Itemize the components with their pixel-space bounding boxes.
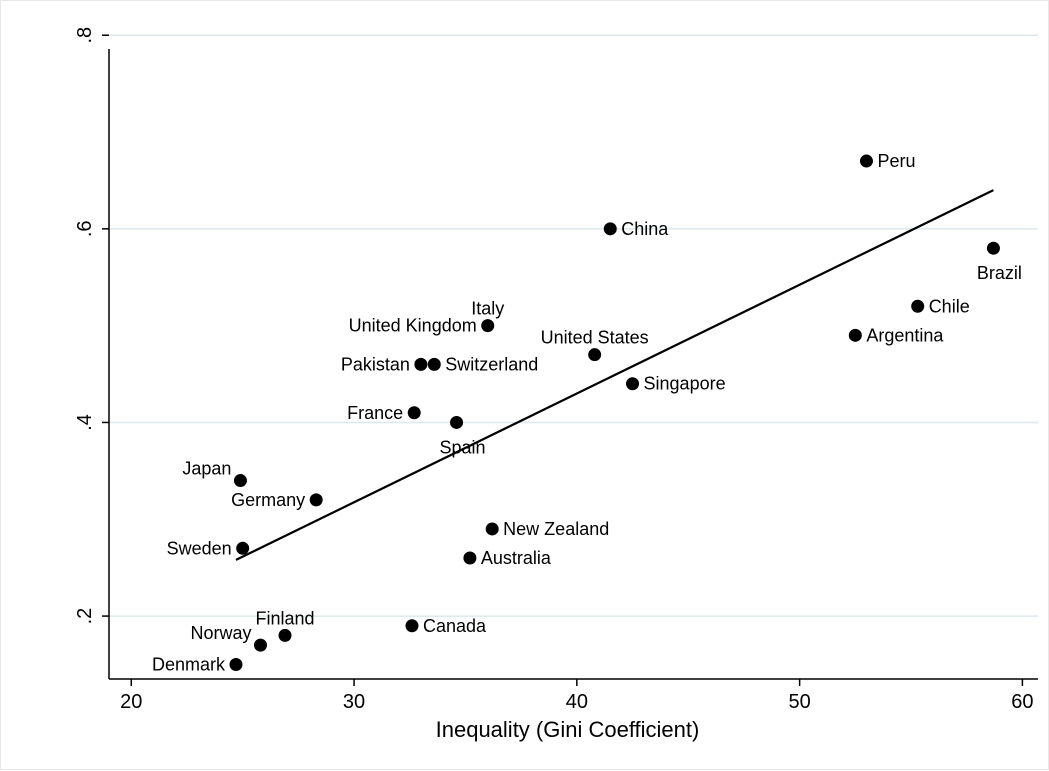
point-label: France xyxy=(347,403,403,423)
data-point xyxy=(987,242,1000,255)
data-point xyxy=(911,300,924,313)
point-label: Norway xyxy=(190,623,251,643)
x-tick-label: 30 xyxy=(343,691,365,713)
point-label: United States xyxy=(541,328,649,348)
point-label: Singapore xyxy=(644,374,726,394)
data-point xyxy=(849,329,862,342)
point-label: Germany xyxy=(231,490,305,510)
point-label: Canada xyxy=(423,616,487,636)
data-point xyxy=(486,522,499,535)
point-label: Switzerland xyxy=(445,354,538,374)
y-tick-label: .8 xyxy=(74,27,96,44)
point-label: United Kingdom xyxy=(349,316,477,336)
point-label: Chile xyxy=(929,296,970,316)
x-axis-title: Inequality (Gini Coefficient) xyxy=(436,717,700,742)
x-tick-label: 40 xyxy=(566,691,588,713)
data-point xyxy=(254,639,267,652)
point-label: Denmark xyxy=(152,654,226,674)
point-label: Peru xyxy=(877,151,915,171)
data-point xyxy=(588,348,601,361)
data-point xyxy=(405,619,418,632)
data-point xyxy=(278,629,291,642)
data-point xyxy=(481,319,494,332)
fit-line xyxy=(236,190,993,560)
point-label: Finland xyxy=(255,608,314,628)
data-point xyxy=(414,358,427,371)
data-point xyxy=(860,155,873,168)
data-point xyxy=(428,358,441,371)
data-point xyxy=(408,406,421,419)
point-label: Australia xyxy=(481,548,552,568)
data-point xyxy=(229,658,242,671)
y-tick-label: .2 xyxy=(74,608,96,625)
data-point xyxy=(450,416,463,429)
point-label: Pakistan xyxy=(341,354,410,374)
point-label: Argentina xyxy=(866,325,944,345)
x-tick-label: 60 xyxy=(1011,691,1033,713)
point-label: Brazil xyxy=(977,263,1022,283)
data-point xyxy=(234,474,247,487)
point-label: Spain xyxy=(440,437,486,457)
point-label: Sweden xyxy=(167,538,232,558)
x-tick-label: 50 xyxy=(788,691,810,713)
y-tick-label: .6 xyxy=(74,220,96,237)
point-label: China xyxy=(621,219,669,239)
data-point xyxy=(604,222,617,235)
x-tick-label: 20 xyxy=(120,691,142,713)
point-label: New Zealand xyxy=(503,519,609,539)
data-point xyxy=(310,493,323,506)
data-point xyxy=(236,542,249,555)
point-label: Japan xyxy=(182,459,231,479)
data-point xyxy=(626,377,639,390)
data-point xyxy=(463,551,476,564)
y-tick-label: .4 xyxy=(74,414,96,431)
